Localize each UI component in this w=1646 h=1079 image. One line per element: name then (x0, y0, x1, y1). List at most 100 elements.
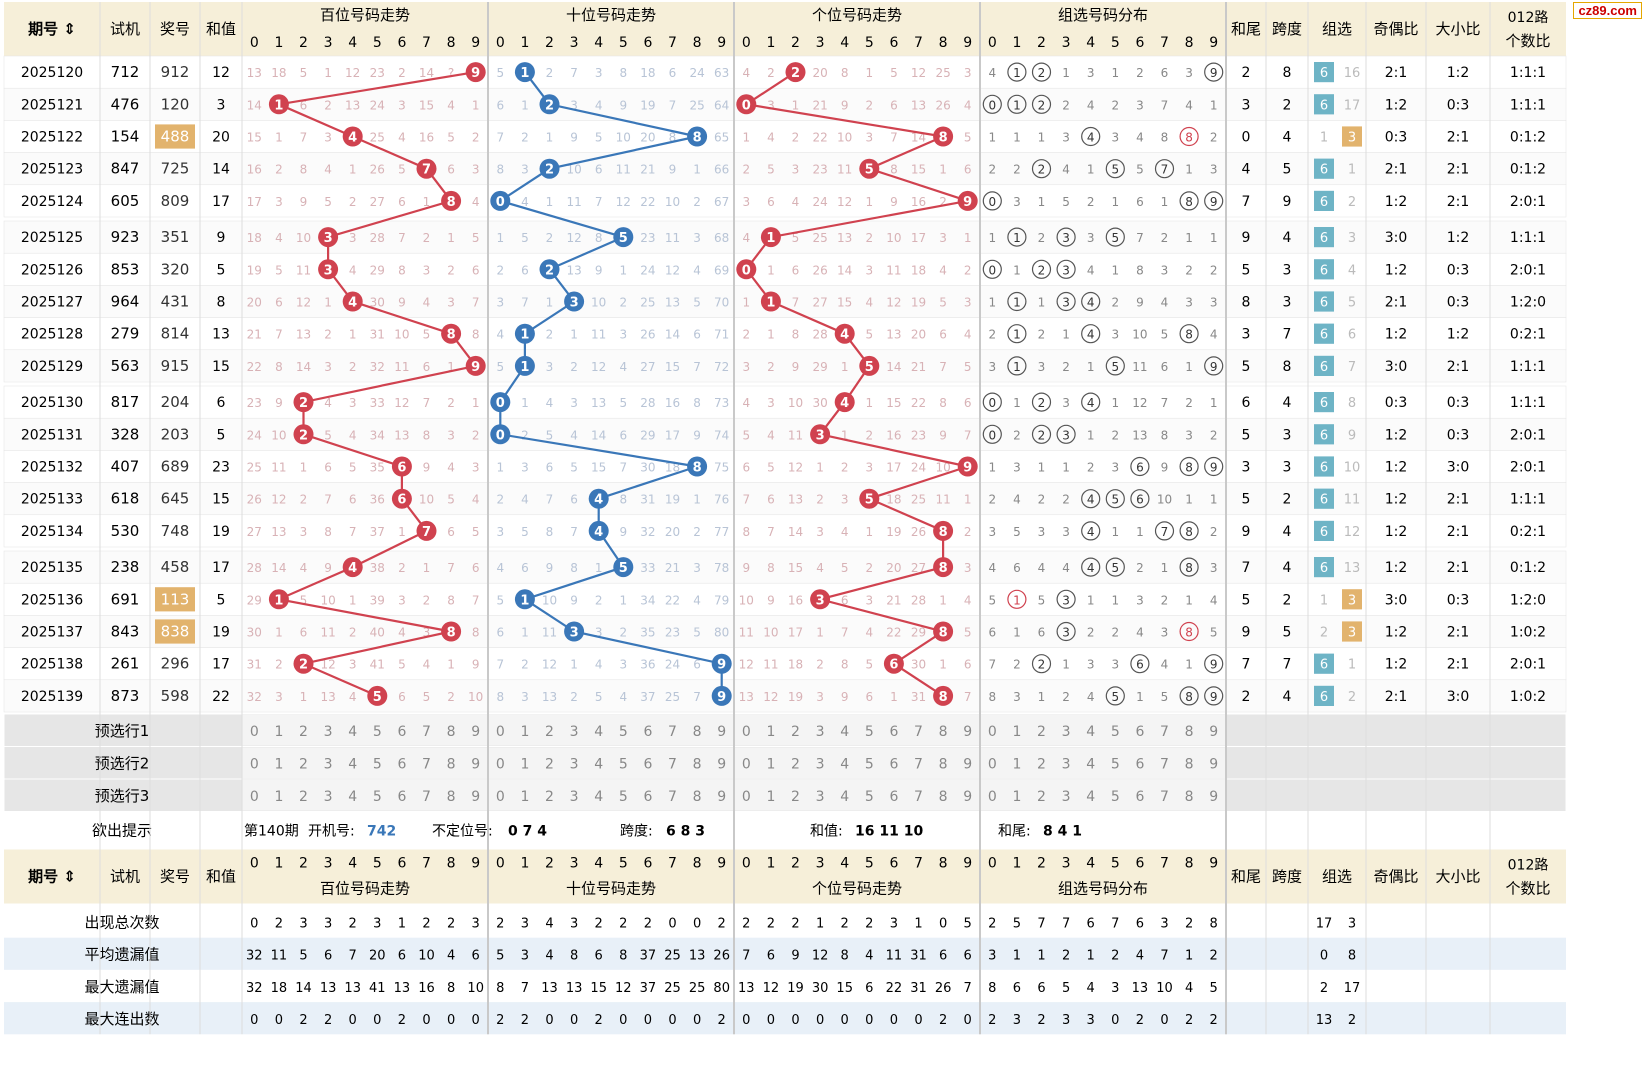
group-miss-value: 2 (988, 163, 996, 177)
preselect-digit: 2 (545, 757, 554, 773)
hit-ball (687, 456, 708, 477)
stats-value: 0 (373, 1013, 381, 1028)
row-odd-even: 1:2 (1385, 625, 1408, 641)
group-miss-value: 7 (1136, 231, 1144, 245)
table-row (3, 317, 1567, 351)
row-issue: 2025123 (21, 162, 83, 178)
stats-value: 2 (521, 1013, 529, 1028)
row-issue: 2025121 (21, 97, 83, 113)
miss-value: 2 (792, 131, 800, 145)
row-sum-tail: 7 (1242, 657, 1251, 673)
group-miss-value: 1 (1087, 360, 1095, 374)
stats-value: 2 (1111, 949, 1119, 964)
group-hit-circle (1179, 191, 1199, 211)
group-miss-value: 3 (1062, 131, 1070, 145)
miss-value: 69 (714, 263, 729, 277)
group-hit-digit: 6 (1136, 461, 1144, 475)
stats-value: 16 (418, 981, 435, 996)
hit-ball-digit: 8 (447, 626, 456, 641)
preselect-digit: 9 (717, 724, 726, 740)
row-span: 4 (1283, 524, 1292, 540)
row-big-small: 0:3 (1447, 395, 1470, 411)
group-hit-circle (1105, 159, 1125, 179)
stats-value: 4 (1136, 949, 1144, 964)
group-miss-value: 1 (1210, 396, 1218, 410)
footer-header-bg (4, 849, 1566, 904)
table-row (3, 550, 1567, 584)
hint-period: 第140期 (244, 823, 299, 840)
row-big-small: 2:1 (1447, 657, 1470, 673)
row-odd-even: 3:0 (1385, 592, 1408, 608)
miss-value: 9 (423, 461, 431, 475)
stats-value: 4 (545, 949, 553, 964)
stats-value: 0 (619, 1013, 627, 1028)
stats-value: 8 (570, 949, 578, 964)
miss-value: 7 (275, 328, 283, 342)
group-hit-digit: 9 (1210, 658, 1218, 672)
miss-value: 5 (939, 296, 947, 310)
stats-value: 6 (767, 949, 775, 964)
miss-value: 1 (619, 593, 627, 607)
miss-value: 5 (619, 396, 627, 410)
hit-ball (416, 520, 437, 541)
row-prize: 809 (161, 192, 190, 210)
group-miss-value: 2 (1210, 263, 1218, 277)
miss-value: 1 (398, 525, 406, 539)
miss-value: 79 (714, 593, 729, 607)
group-miss-value: 1 (1013, 626, 1021, 640)
group-miss-value: 4 (1062, 561, 1070, 575)
group-miss-value: 1 (1185, 163, 1193, 177)
miss-value: ? (448, 66, 454, 80)
miss-value: 8 (841, 658, 849, 672)
row-big-small: 3:0 (1447, 460, 1470, 476)
miss-value: 6 (546, 461, 554, 475)
stats-value: 2 (791, 917, 799, 932)
miss-value: 2 (521, 131, 529, 145)
footer-digit: 9 (1209, 856, 1218, 872)
row-big-small: 2:1 (1447, 492, 1470, 508)
miss-value: 32 (247, 690, 262, 704)
preselect-digit: 5 (619, 724, 628, 740)
preselect-digit: 4 (594, 757, 603, 773)
group-three: 16 (1344, 66, 1361, 81)
group-three: 6 (1348, 328, 1356, 343)
miss-value: 1 (964, 231, 972, 245)
preselect-digit: 7 (914, 724, 923, 740)
miss-value: 3 (570, 396, 578, 410)
miss-value: 13 (788, 493, 803, 507)
site-logo[interactable]: cz89.com (1573, 2, 1642, 19)
group-hit-circle (1204, 62, 1224, 82)
row-prize: 915 (161, 357, 190, 375)
miss-value: 7 (521, 296, 529, 310)
miss-value: 4 (447, 461, 455, 475)
group-hit-circle (1130, 489, 1150, 509)
miss-value: 1 (865, 525, 873, 539)
preselect-digit: 9 (963, 757, 972, 773)
miss-value: 23 (640, 231, 655, 245)
row-span: 2 (1283, 492, 1292, 508)
miss-value: 2 (570, 690, 578, 704)
miss-value: 10 (271, 428, 286, 442)
miss-value: 4 (324, 396, 332, 410)
group-six: 6 (1320, 328, 1328, 343)
preselect-digit: 4 (840, 789, 849, 805)
stats-value: 2 (767, 917, 775, 932)
miss-value: 1 (816, 626, 824, 640)
row-sum-tail: 7 (1242, 560, 1251, 576)
miss-value: 1 (300, 690, 308, 704)
hit-ball-digit: 1 (520, 593, 529, 608)
group-miss-value: 5 (1136, 163, 1144, 177)
miss-value: 4 (816, 561, 824, 575)
group-miss-value: 2 (1185, 396, 1193, 410)
miss-value: 2 (423, 593, 431, 607)
hit-ball-digit: 7 (422, 525, 431, 540)
group-badge (1314, 227, 1334, 248)
group-miss-value: 2 (1111, 626, 1119, 640)
group-hit-circle (1007, 62, 1027, 82)
stats-value: 26 (713, 949, 730, 964)
group-six: 6 (1320, 396, 1328, 411)
miss-value: 4 (742, 66, 750, 80)
footer-digit: 4 (594, 856, 603, 872)
stats-value: 3 (521, 917, 529, 932)
hit-ball-digit: 8 (693, 461, 702, 476)
